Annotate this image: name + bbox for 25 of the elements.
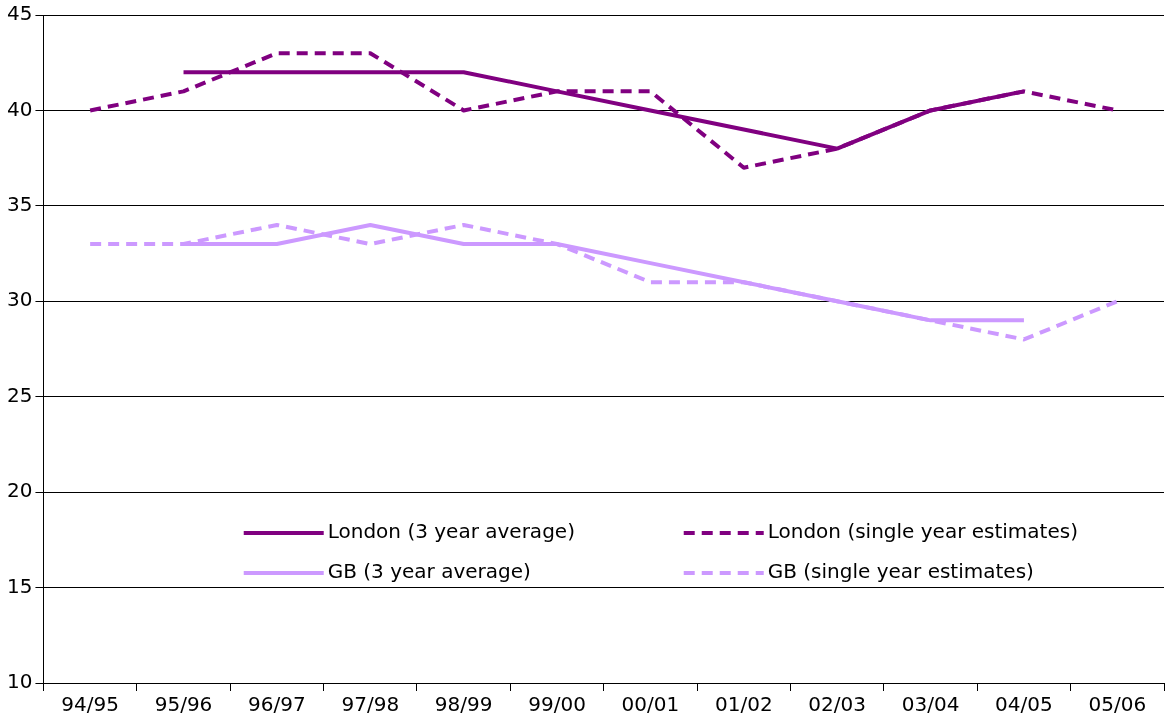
x-tick-label: 98/99 [434,692,493,717]
line-series [88,222,1120,342]
x-tick-label: 94/95 [61,692,119,717]
y-tick-label: 30 [7,287,33,312]
legend-label: London (3 year average) [327,519,575,544]
x-tick-label: 95/96 [154,692,213,717]
x-tick-label: 00/01 [621,692,680,717]
y-tick-label: 35 [7,192,33,217]
x-tick-label: 96/97 [248,692,306,717]
x-tick-label: 01/02 [714,692,773,717]
x-tick-label: 03/04 [901,692,960,717]
y-tick-label: 25 [7,382,33,407]
y-tick-label: 15 [7,573,33,598]
y-tick-label: 45 [7,1,33,26]
y-tick-label: 10 [7,669,33,694]
y-tick-label: 20 [7,478,33,503]
x-tick-label: 02/03 [808,692,866,717]
x-tick-label: 05/06 [1088,692,1147,717]
legend-label: GB (3 year average) [327,559,531,584]
legend-label: London (single year estimates) [767,519,1078,544]
y-tick-label: 40 [7,96,33,121]
x-tick-label: 97/98 [341,692,400,717]
x-tick-label: 04/05 [995,692,1053,717]
x-tick-label: 99/00 [528,692,586,717]
legend-label: GB (single year estimates) [767,559,1034,584]
